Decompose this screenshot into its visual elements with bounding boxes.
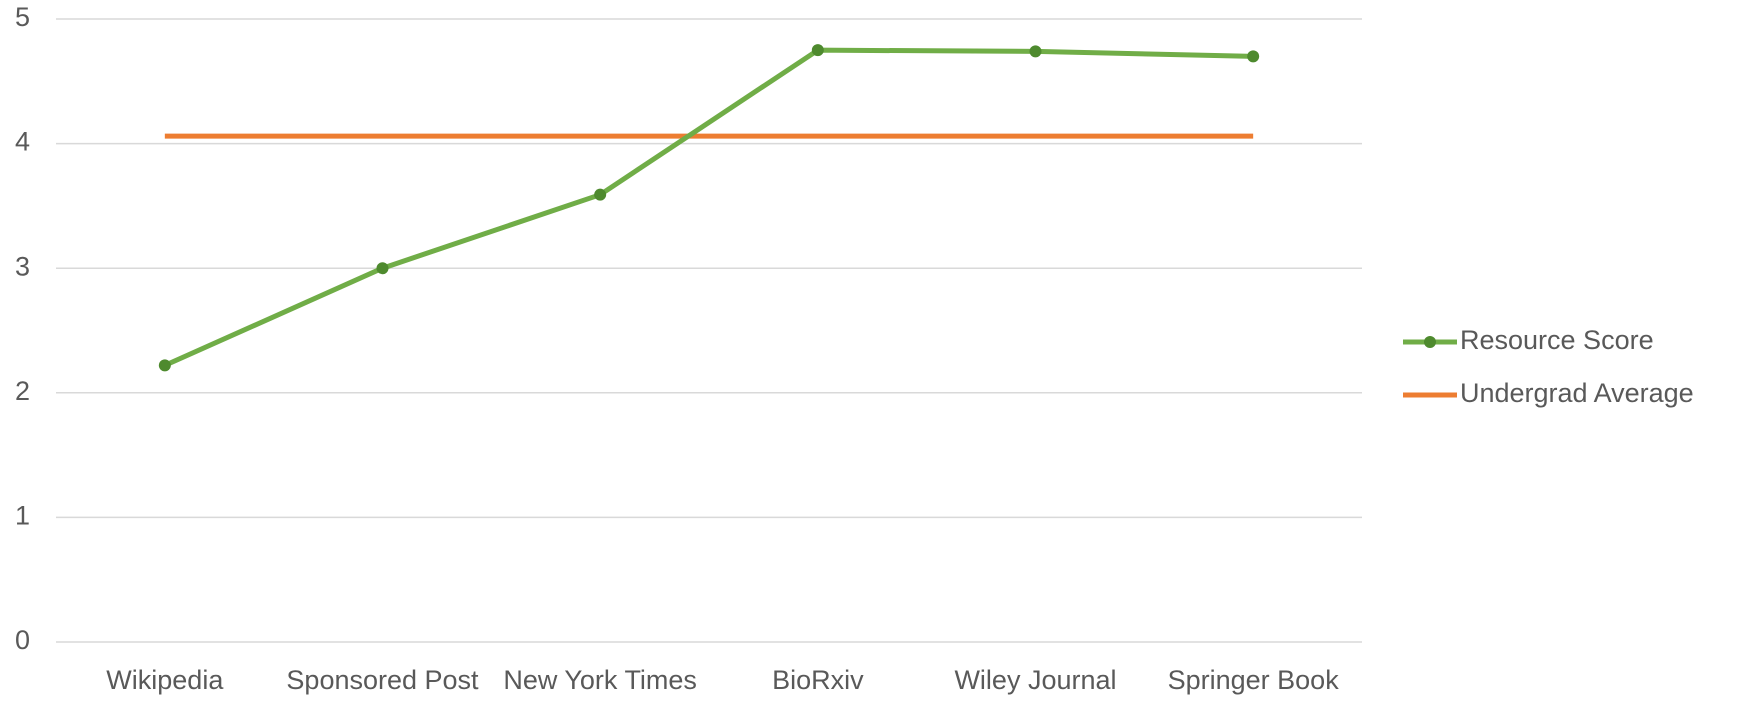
line-series	[163, 47, 1254, 368]
marker	[811, 44, 824, 57]
marker	[376, 262, 389, 275]
marker	[1247, 50, 1260, 63]
x-tick-label: Springer Book	[1167, 665, 1339, 695]
x-tick-label: Sponsored Post	[286, 665, 479, 695]
y-tick-label: 0	[15, 625, 30, 655]
marker	[158, 359, 171, 372]
legend-marker	[1424, 336, 1436, 348]
marker	[1029, 45, 1042, 58]
marker	[594, 188, 607, 201]
legend-label: Undergrad Average	[1460, 378, 1694, 408]
x-tick-label: New York Times	[503, 665, 697, 695]
y-tick-label: 1	[15, 501, 30, 531]
y-tick-label: 5	[15, 2, 30, 32]
y-tick-label: 2	[15, 376, 30, 406]
x-tick-label: Wiley Journal	[954, 665, 1117, 695]
legend-label: Resource Score	[1460, 325, 1654, 355]
y-tick-label: 4	[15, 127, 30, 157]
y-tick-label: 3	[15, 251, 30, 281]
x-tick-label: BioRxiv	[772, 665, 864, 695]
x-tick-label: Wikipedia	[106, 665, 224, 695]
